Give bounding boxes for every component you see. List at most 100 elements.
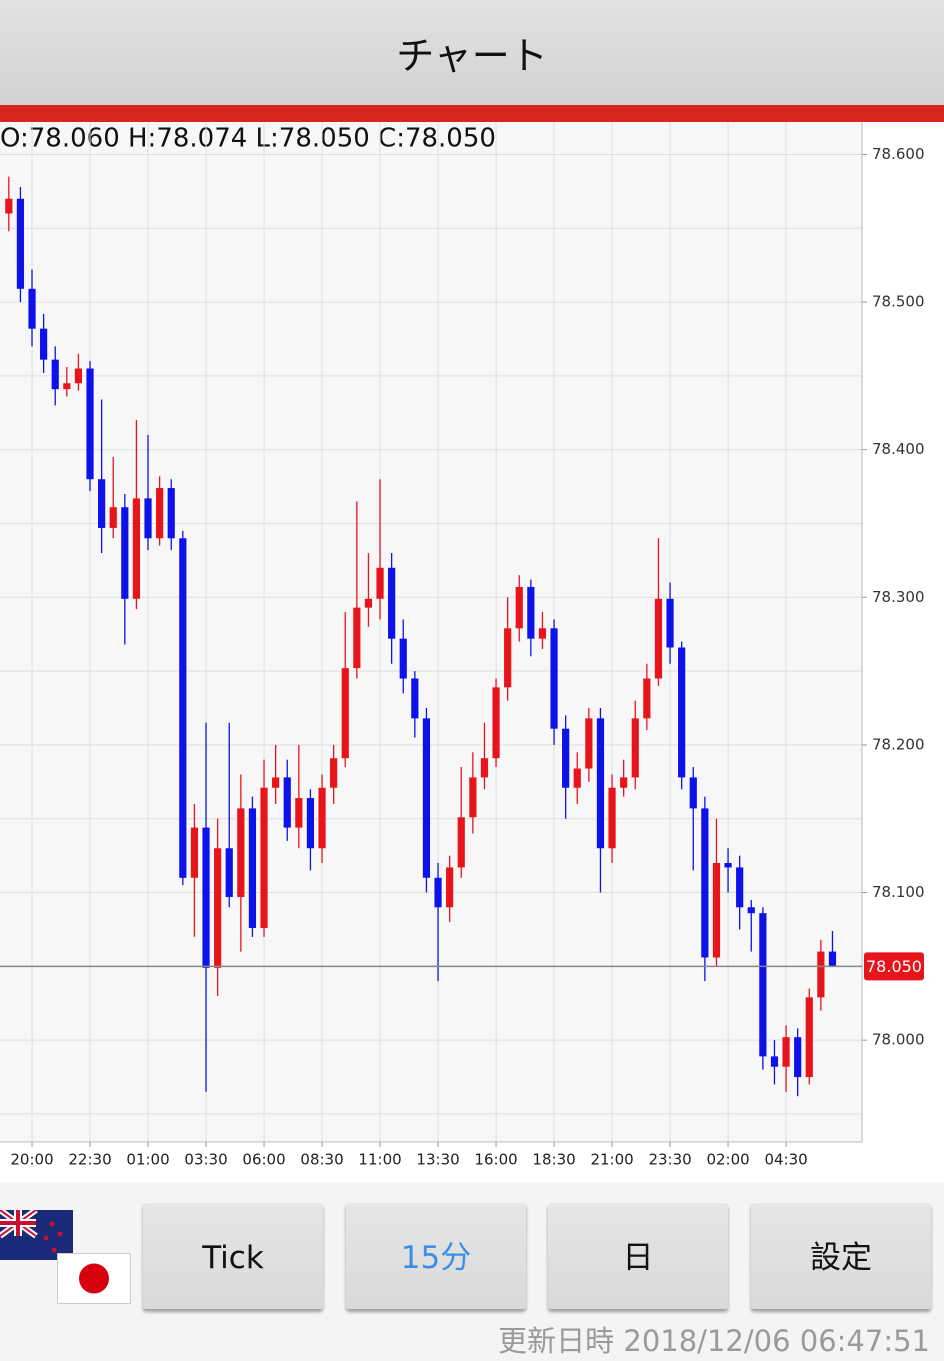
candle-body <box>596 718 605 849</box>
candle-body <box>689 777 697 809</box>
x-tick-label: 06:00 <box>242 1151 285 1169</box>
candle-body <box>260 787 268 928</box>
candle-body <box>504 628 512 688</box>
candle-body <box>364 598 373 608</box>
candle-body <box>608 787 616 849</box>
candle-body <box>272 777 280 788</box>
x-tick-label: 18:30 <box>532 1151 575 1169</box>
candle-body <box>434 877 442 908</box>
candle-body <box>121 507 129 599</box>
candle-body <box>446 867 454 908</box>
candle-body <box>5 198 13 214</box>
candle-body <box>132 498 141 599</box>
flag-jp <box>57 1253 131 1304</box>
candle-body <box>736 867 744 908</box>
candle-body <box>306 798 315 849</box>
update-time: 更新日時 2018/12/06 06:47:51 <box>498 1318 930 1360</box>
y-tick-label: 78.300 <box>872 588 925 606</box>
candle-body <box>492 687 500 759</box>
candle-body <box>631 718 639 778</box>
candle-body <box>817 951 825 998</box>
candle-body <box>179 538 187 878</box>
last-price-label: 78.050 <box>866 957 922 976</box>
candle-body <box>109 507 117 528</box>
candle-body <box>28 288 36 329</box>
candle-body <box>63 383 71 390</box>
candle-body <box>805 997 813 1078</box>
candle-body <box>399 638 407 679</box>
candle-body <box>318 787 326 849</box>
candle-body <box>51 359 59 390</box>
candle-body <box>527 586 535 639</box>
candle-body <box>724 863 732 868</box>
candle-body <box>190 827 199 878</box>
candle-body <box>388 567 396 639</box>
x-tick-label: 03:30 <box>184 1151 227 1169</box>
candle-body <box>330 758 338 788</box>
candle-body <box>144 498 152 539</box>
candle-body <box>562 728 570 788</box>
candle-body <box>828 951 837 967</box>
candle-body <box>759 913 767 1057</box>
x-tick-label: 01:00 <box>126 1151 169 1169</box>
tab-button[interactable]: Tick <box>143 1203 323 1309</box>
y-tick-label: 78.100 <box>872 883 925 901</box>
flag-nz <box>0 1210 73 1260</box>
candle-body <box>237 808 245 897</box>
candle-body <box>747 907 755 914</box>
candle-body <box>654 598 663 679</box>
candle-body <box>770 1056 779 1067</box>
y-tick-label: 78.200 <box>872 735 925 753</box>
candle-body <box>538 628 547 639</box>
candle-body <box>202 827 210 968</box>
candle-body <box>678 647 686 778</box>
header-title: チャート <box>0 0 944 105</box>
x-tick-label: 20:00 <box>10 1151 53 1169</box>
candle-body <box>167 488 175 539</box>
x-tick-label: 08:30 <box>300 1151 343 1169</box>
candle-body <box>353 607 361 669</box>
candle-body <box>248 808 257 928</box>
tab-button[interactable]: 日 <box>548 1203 728 1309</box>
candle-body <box>283 777 291 828</box>
x-tick-label: 21:00 <box>590 1151 633 1169</box>
candle-body <box>214 848 222 968</box>
candle-body <box>295 798 303 828</box>
candle-body <box>573 768 581 788</box>
candle-body <box>422 718 431 878</box>
candle-body <box>225 848 233 897</box>
candle-body <box>515 586 523 629</box>
candle-body <box>480 758 489 778</box>
candle-body <box>585 718 593 769</box>
tab-button[interactable]: 15分 <box>346 1203 526 1309</box>
candle-body <box>794 1037 802 1078</box>
candle-body <box>341 668 349 759</box>
accent-bar <box>0 105 944 122</box>
axis-area <box>862 122 944 1182</box>
update-value: 2018/12/06 06:47:51 <box>623 1324 930 1358</box>
candle-body <box>376 567 384 599</box>
candle-body <box>620 777 628 788</box>
axis-area <box>0 1142 862 1182</box>
candle-body <box>712 863 721 958</box>
x-tick-label: 02:00 <box>706 1151 749 1169</box>
plot-area <box>0 122 862 1142</box>
candle-body <box>40 328 48 360</box>
y-tick-label: 78.600 <box>872 145 925 163</box>
candle-body <box>411 678 419 719</box>
candle-body <box>469 777 477 818</box>
last-price-box <box>864 952 924 981</box>
y-tick-label: 78.400 <box>872 440 925 458</box>
x-tick-label: 04:30 <box>764 1151 807 1169</box>
candle-body <box>550 628 558 729</box>
candle-body <box>643 678 651 719</box>
candle-body <box>156 488 164 539</box>
candle-body <box>98 479 106 528</box>
candle-body <box>86 368 94 480</box>
tab-button[interactable]: 設定 <box>751 1203 931 1309</box>
x-tick-label: 23:30 <box>648 1151 691 1169</box>
ohlc-label: O:78.060 H:78.074 L:78.050 C:78.050 <box>0 124 496 154</box>
x-tick-label: 13:30 <box>416 1151 459 1169</box>
candle-body <box>701 808 709 958</box>
